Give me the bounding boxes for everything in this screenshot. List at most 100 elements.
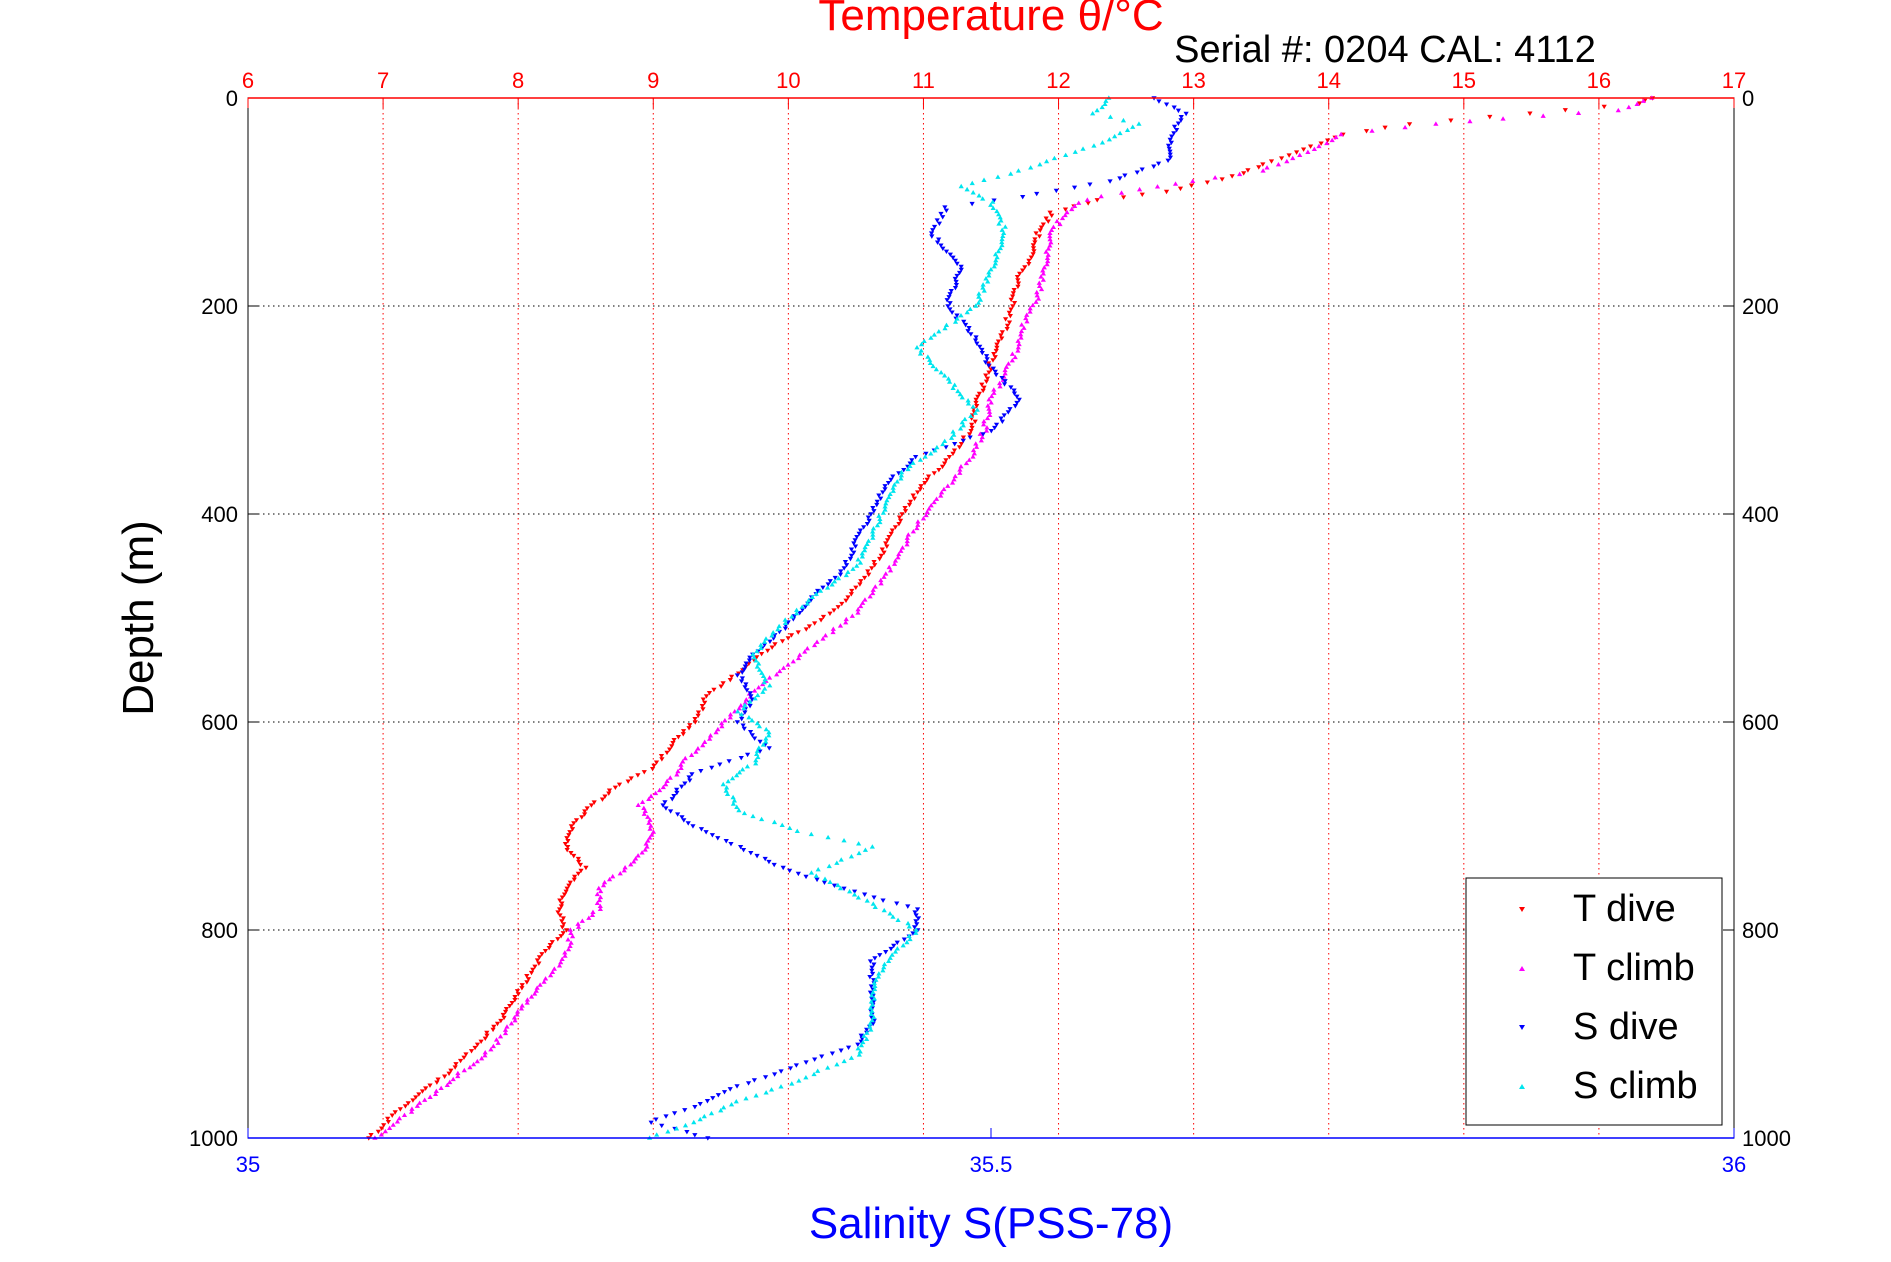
data-point: [493, 1037, 500, 1042]
data-point: [1044, 158, 1050, 164]
data-point: [742, 702, 748, 707]
data-point: [831, 883, 838, 889]
data-point: [925, 354, 931, 359]
data-point: [812, 621, 818, 626]
data-point: [589, 912, 596, 917]
data-point: [1011, 388, 1017, 393]
data-point: [1017, 271, 1023, 277]
data-point: [968, 413, 974, 419]
depth-tick-label: 1000: [189, 1126, 238, 1151]
data-point: [944, 298, 950, 303]
data-point: [1169, 134, 1175, 139]
data-point: [986, 397, 992, 402]
data-point: [1020, 195, 1026, 200]
data-point: [738, 703, 744, 708]
data-point: [948, 435, 955, 440]
data-point: [936, 468, 942, 473]
data-point: [700, 742, 706, 748]
data-point: [973, 303, 979, 308]
data-point: [951, 432, 957, 437]
data-point: [390, 1122, 396, 1127]
data-point: [884, 497, 890, 503]
data-point: [997, 215, 1003, 220]
data-point: [616, 782, 623, 787]
data-point: [461, 1055, 467, 1060]
data-point: [579, 918, 585, 923]
data-point: [674, 790, 680, 796]
data-point: [882, 484, 888, 489]
temperature-tick-label: 14: [1316, 68, 1340, 93]
data-point: [741, 810, 748, 816]
data-point: [502, 1030, 509, 1036]
data-point: [864, 1027, 870, 1033]
data-point: [766, 729, 772, 735]
data-point: [689, 752, 695, 757]
data-point: [1033, 231, 1039, 236]
data-point: [881, 574, 887, 579]
data-point: [957, 391, 963, 397]
data-point: [843, 572, 849, 578]
data-point: [928, 502, 934, 508]
data-point: [1014, 274, 1020, 280]
data-point: [536, 955, 543, 960]
data-point: [787, 825, 793, 831]
data-point: [1012, 404, 1018, 409]
data-point: [861, 1033, 867, 1038]
data-point: [1487, 114, 1493, 120]
data-point: [382, 1128, 388, 1134]
data-point: [686, 726, 692, 731]
data-point: [964, 309, 970, 315]
data-point: [560, 931, 566, 936]
data-point: [1045, 258, 1051, 264]
data-point: [649, 832, 655, 837]
data-point: [1219, 177, 1225, 182]
data-point: [511, 1015, 518, 1020]
data-point: [853, 585, 859, 591]
data-point: [994, 208, 1000, 214]
legend-marker: [1519, 1084, 1525, 1089]
temperature-tick-label: 12: [1046, 68, 1070, 93]
data-point: [774, 671, 780, 677]
data-point: [983, 354, 990, 359]
data-point: [727, 677, 733, 683]
data-point: [871, 962, 877, 967]
data-point: [1120, 195, 1127, 200]
data-point: [1002, 379, 1008, 384]
data-point: [735, 709, 741, 714]
data-point: [721, 1090, 728, 1095]
data-point: [427, 1094, 433, 1099]
data-point: [1011, 300, 1018, 306]
data-point: [1615, 107, 1621, 113]
data-point: [536, 961, 542, 966]
data-point: [1040, 268, 1046, 273]
depth-tick-label: 800: [201, 918, 238, 943]
data-point: [793, 610, 800, 616]
data-point: [979, 434, 985, 440]
data-point: [741, 667, 747, 672]
data-point: [663, 806, 669, 811]
data-point: [917, 351, 924, 356]
data-point: [845, 569, 851, 575]
data-point: [448, 1068, 454, 1073]
data-point: [896, 515, 903, 520]
data-point: [894, 940, 900, 946]
data-point: [957, 426, 964, 431]
data-point: [1048, 227, 1055, 233]
data-point: [912, 910, 918, 915]
data-point: [375, 1129, 381, 1135]
data-point: [890, 488, 896, 493]
data-point: [1030, 302, 1036, 308]
data-point: [782, 626, 789, 631]
data-point: [995, 339, 1002, 344]
data-point: [755, 754, 761, 760]
data-point: [669, 797, 675, 802]
data-point: [855, 557, 861, 562]
data-point: [831, 579, 838, 584]
data-point: [1166, 146, 1172, 152]
data-point: [709, 833, 715, 838]
data-point: [606, 788, 613, 793]
data-point: [999, 336, 1005, 341]
data-point: [1163, 189, 1170, 195]
data-point: [534, 958, 541, 963]
data-point: [998, 333, 1004, 338]
